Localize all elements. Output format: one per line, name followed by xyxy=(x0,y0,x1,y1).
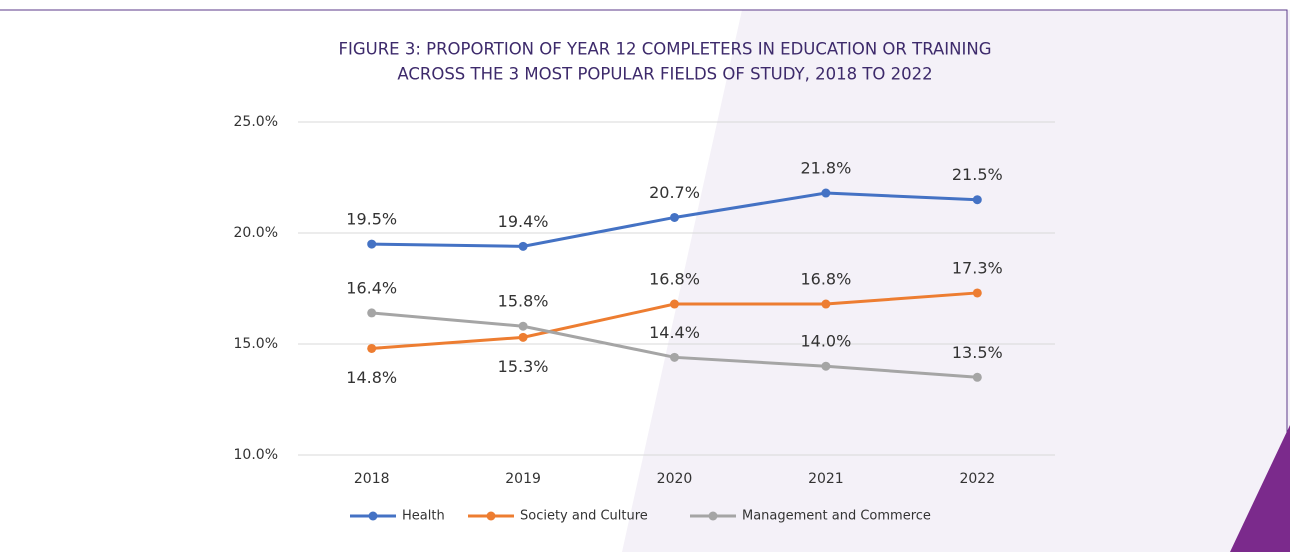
data-label: 14.8% xyxy=(346,368,397,387)
data-point xyxy=(972,195,982,205)
data-label: 17.3% xyxy=(952,258,1003,277)
data-point xyxy=(518,241,528,251)
corner-accent xyxy=(1230,425,1290,552)
data-point xyxy=(670,299,679,309)
data-label: 20.7% xyxy=(649,183,700,202)
x-tick-label: 2019 xyxy=(505,471,541,487)
x-tick-label: 2018 xyxy=(354,471,390,487)
data-point xyxy=(821,361,831,371)
legend-label: Society and Culture xyxy=(520,509,648,524)
data-point xyxy=(518,332,528,342)
data-label: 16.4% xyxy=(346,278,397,297)
chart-title: ACROSS THE 3 MOST POPULAR FIELDS OF STUD… xyxy=(397,65,932,84)
y-tick-label: 25.0% xyxy=(234,114,278,130)
background-shape xyxy=(622,10,1290,552)
legend-marker xyxy=(708,511,718,521)
data-point xyxy=(367,239,377,249)
data-label: 15.8% xyxy=(498,292,549,311)
legend-label: Management and Commerce xyxy=(742,509,931,524)
data-point xyxy=(518,321,528,331)
data-label: 13.5% xyxy=(952,343,1003,362)
data-label: 16.8% xyxy=(649,270,700,289)
chart-title: FIGURE 3: PROPORTION OF YEAR 12 COMPLETE… xyxy=(338,40,991,59)
data-label: 16.8% xyxy=(800,270,851,289)
data-point xyxy=(972,372,982,382)
data-point xyxy=(670,212,679,222)
data-point xyxy=(821,188,831,198)
frame xyxy=(0,9,1288,552)
legend-marker xyxy=(368,511,378,521)
data-label: 19.5% xyxy=(346,210,397,229)
data-point xyxy=(670,352,679,362)
data-point xyxy=(821,299,831,309)
data-point xyxy=(367,308,377,318)
data-label: 14.0% xyxy=(800,332,851,351)
data-point xyxy=(367,343,377,353)
x-tick-label: 2022 xyxy=(959,471,995,487)
data-label: 19.4% xyxy=(498,212,549,231)
data-label: 14.4% xyxy=(649,323,700,342)
y-tick-label: 10.0% xyxy=(234,447,278,463)
y-tick-label: 15.0% xyxy=(234,336,278,352)
data-label: 21.8% xyxy=(800,159,851,178)
data-point xyxy=(972,288,982,298)
data-label: 21.5% xyxy=(952,165,1003,184)
legend-marker xyxy=(486,511,496,521)
x-tick-label: 2021 xyxy=(808,471,844,487)
data-label: 15.3% xyxy=(498,357,549,376)
y-tick-label: 20.0% xyxy=(234,225,278,241)
x-tick-label: 2020 xyxy=(657,471,693,487)
legend-label: Health xyxy=(402,509,445,524)
